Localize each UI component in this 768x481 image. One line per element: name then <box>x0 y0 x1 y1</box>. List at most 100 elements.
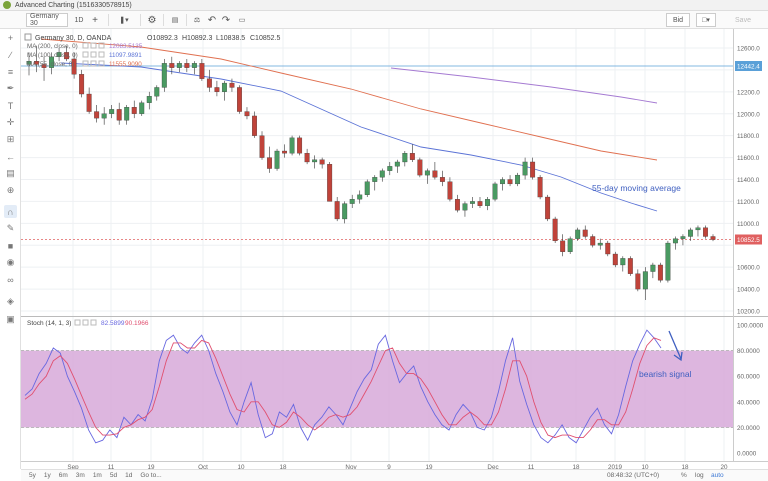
compare-add-button[interactable]: + <box>92 14 98 26</box>
price-axis[interactable]: 12600.0 12442.4 12200.0 12000.0 11800.0 11600… <box>735 46 762 316</box>
ma-legend-control-icon[interactable] <box>82 60 89 67</box>
stoch-band <box>21 350 733 428</box>
collapse-legend-icon[interactable] <box>24 33 32 41</box>
trash-icon[interactable]: ▣ <box>6 314 15 324</box>
ma-legend-control-icon[interactable] <box>98 42 105 49</box>
range-button[interactable]: Go to... <box>140 472 162 479</box>
percent-toggle[interactable]: % <box>681 472 687 479</box>
candle-body <box>49 56 54 68</box>
candle-body <box>379 170 385 178</box>
candle-body <box>109 109 115 114</box>
candle-body <box>552 218 558 242</box>
candle-body <box>237 87 242 112</box>
chart-type-icon[interactable]: ❚▾ <box>119 17 129 24</box>
candle-body <box>424 170 430 176</box>
symbol-search-input[interactable]: Germany 30 <box>26 13 68 27</box>
ma-legend-label: MA (55, close, 0) <box>27 61 74 68</box>
chart-area[interactable]: 12600.0 12442.4 12200.0 12000.0 11800.0 11600… <box>21 29 768 469</box>
candle-body <box>402 153 408 163</box>
stoch-remove-icon[interactable] <box>90 319 97 326</box>
time-tick-label: 19 <box>147 464 155 469</box>
interval-select[interactable]: 1D <box>74 16 84 24</box>
crosshair-icon[interactable]: + <box>7 32 14 43</box>
stoch-tick-label: 20.0000 <box>737 425 760 432</box>
stoch-tick-label: 0.0000 <box>737 451 757 458</box>
link-icon[interactable]: ∞ <box>7 274 14 285</box>
drawing-toolbar: + ∕ ≡ ✒ T ✛ ⊞ ← ▤ ⊕ ∩ ✎ ■ ◉ ∞ ◈ ▣ <box>0 29 21 469</box>
candle-body <box>26 61 32 65</box>
candle-body <box>154 87 160 97</box>
candle-body <box>590 236 596 246</box>
candle-body <box>282 150 288 154</box>
range-button[interactable]: 1y <box>43 472 51 479</box>
ma-legend-control-icon[interactable] <box>90 51 97 58</box>
time-tick-label: 18 <box>279 464 287 469</box>
candle-body <box>297 137 303 154</box>
ruler-icon[interactable]: ▤ <box>6 168 15 178</box>
candle-body <box>485 199 490 206</box>
range-button[interactable]: 6m <box>58 472 68 479</box>
redo-icon[interactable]: ↷ <box>221 14 231 26</box>
candle-body <box>462 203 468 211</box>
magnet-icon[interactable]: ∩ <box>4 205 17 218</box>
ma-legend-control-icon[interactable] <box>82 42 89 49</box>
candle-body <box>259 135 265 158</box>
bearish-annotation: bearish signal <box>639 369 692 379</box>
stoch-settings-icon[interactable] <box>82 319 89 326</box>
price-tick-label: 11600.0 <box>737 155 760 162</box>
range-button[interactable]: 5y <box>29 472 36 479</box>
stoch-tick-label: 80.0000 <box>737 348 760 355</box>
auto-toggle[interactable]: auto <box>711 472 724 479</box>
undo-icon[interactable]: ↶ <box>207 14 217 26</box>
candle-body <box>56 52 62 57</box>
stoch-lines <box>24 329 662 444</box>
settings-gear-icon[interactable]: ⚙ <box>147 14 157 26</box>
layers-icon[interactable]: ◈ <box>7 296 14 306</box>
compare-scale-icon[interactable]: ⚖ <box>193 17 201 24</box>
bottom-bar: 5y 1y 6m 3m 1m 5d 1d Go to... 08:48:32 (UTC+0) … <box>21 469 768 481</box>
ma-legend-value: 12083.5135 <box>109 43 143 50</box>
candle-body <box>357 194 363 200</box>
ma-legend-control-icon[interactable] <box>90 42 97 49</box>
top-toolbar: Germany 30 + 1D ❚▾ ⚙ ▤ ⚖ ↶ ↷ ▭ Bid □▾ Sa… <box>0 11 768 29</box>
stoch-axis[interactable]: 100.0000 80.0000 60.0000 40.0000 20.0000 0.00… <box>737 323 764 458</box>
price-tick-label: 11800.0 <box>737 133 760 140</box>
price-type-select[interactable]: Bid <box>666 13 690 27</box>
pattern-icon[interactable]: ✛ <box>6 117 15 127</box>
range-button[interactable]: 3m <box>75 472 85 479</box>
fib-icon[interactable]: ⊞ <box>6 134 15 144</box>
candle-body <box>507 179 513 185</box>
candle-body <box>289 137 295 154</box>
pencil-lock-icon[interactable]: ✎ <box>6 223 15 233</box>
brush-icon[interactable]: ✒ <box>6 83 15 93</box>
price-tick-label: 12000.0 <box>737 111 760 118</box>
log-toggle[interactable]: log <box>695 472 704 479</box>
candle-body <box>252 115 257 136</box>
candle-body <box>244 111 250 117</box>
indicators-icon[interactable]: ▤ <box>171 17 179 24</box>
ma-legend-control-icon[interactable] <box>98 60 105 67</box>
stoch-eye-icon[interactable] <box>74 319 81 326</box>
ma-legend-control-icon[interactable] <box>82 51 89 58</box>
horizontal-line-icon[interactable]: ≡ <box>7 66 14 77</box>
trend-line-icon[interactable]: ∕ <box>9 49 12 60</box>
moving-average-lines <box>40 38 658 212</box>
zoom-in-icon[interactable]: ⊕ <box>6 185 15 195</box>
ma-legend-control-icon[interactable] <box>90 60 97 67</box>
candle-body <box>417 159 423 176</box>
candle-body <box>229 82 235 88</box>
eye-icon[interactable]: ◉ <box>6 257 15 267</box>
ma-legend-control-icon[interactable] <box>98 51 105 58</box>
time-axis[interactable]: Sep 11 19 Oct 10 18 Nov 9 19 Dec 11 18 2019 10 18 20 <box>67 464 728 469</box>
fullscreen-icon[interactable]: ▭ <box>238 17 246 24</box>
candle-body <box>522 161 528 176</box>
ma-100-line <box>40 38 658 161</box>
text-tool-icon[interactable]: T <box>7 100 14 111</box>
range-button[interactable]: 5d <box>109 472 118 479</box>
range-button[interactable]: 1d <box>125 472 133 479</box>
layout-select[interactable]: □▾ <box>696 13 716 27</box>
lock-icon[interactable]: ■ <box>7 240 14 251</box>
range-button[interactable]: 1m <box>92 472 102 479</box>
save-button[interactable]: Save <box>735 16 751 24</box>
back-arrow-icon[interactable]: ← <box>6 151 15 162</box>
